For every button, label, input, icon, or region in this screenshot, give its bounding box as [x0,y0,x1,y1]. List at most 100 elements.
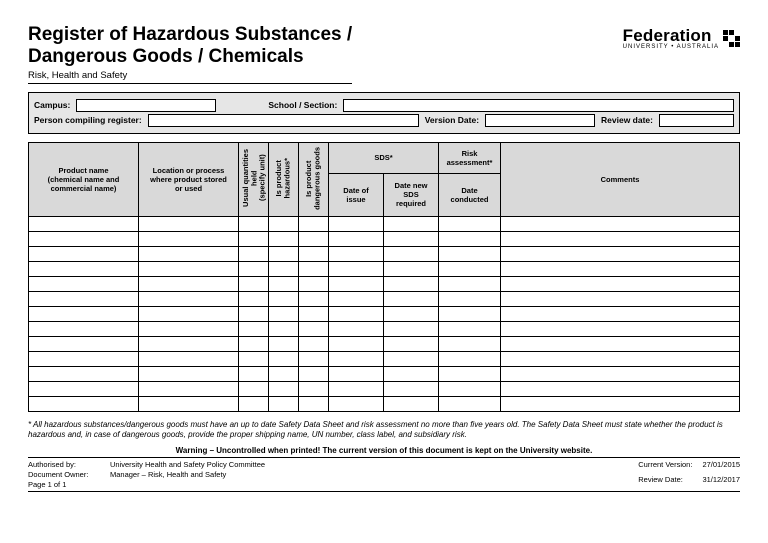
table-cell[interactable] [29,381,139,396]
table-cell[interactable] [439,291,501,306]
table-cell[interactable] [29,276,139,291]
table-cell[interactable] [439,381,501,396]
table-cell[interactable] [299,336,329,351]
table-cell[interactable] [29,366,139,381]
person-input[interactable] [148,114,419,127]
table-cell[interactable] [239,231,269,246]
table-cell[interactable] [384,246,439,261]
table-cell[interactable] [299,261,329,276]
table-cell[interactable] [29,261,139,276]
table-cell[interactable] [384,306,439,321]
table-cell[interactable] [29,396,139,411]
table-cell[interactable] [139,216,239,231]
table-cell[interactable] [239,306,269,321]
table-cell[interactable] [329,396,384,411]
review-input[interactable] [659,114,734,127]
table-cell[interactable] [239,381,269,396]
table-cell[interactable] [384,336,439,351]
table-cell[interactable] [29,321,139,336]
table-cell[interactable] [299,291,329,306]
table-cell[interactable] [29,351,139,366]
table-cell[interactable] [384,381,439,396]
table-cell[interactable] [139,306,239,321]
table-cell[interactable] [501,381,740,396]
table-cell[interactable] [439,261,501,276]
table-cell[interactable] [329,216,384,231]
table-cell[interactable] [139,231,239,246]
campus-input[interactable] [76,99,216,112]
table-cell[interactable] [384,366,439,381]
table-cell[interactable] [501,246,740,261]
table-cell[interactable] [501,276,740,291]
table-cell[interactable] [501,351,740,366]
table-cell[interactable] [239,291,269,306]
table-cell[interactable] [239,366,269,381]
table-cell[interactable] [439,216,501,231]
table-cell[interactable] [269,231,299,246]
table-cell[interactable] [329,321,384,336]
table-cell[interactable] [439,366,501,381]
table-cell[interactable] [384,351,439,366]
table-cell[interactable] [329,231,384,246]
table-cell[interactable] [501,336,740,351]
table-cell[interactable] [439,276,501,291]
table-cell[interactable] [384,261,439,276]
table-cell[interactable] [269,216,299,231]
table-cell[interactable] [269,306,299,321]
table-cell[interactable] [239,396,269,411]
table-cell[interactable] [329,291,384,306]
table-cell[interactable] [329,381,384,396]
table-cell[interactable] [439,336,501,351]
table-cell[interactable] [299,321,329,336]
table-cell[interactable] [239,261,269,276]
table-cell[interactable] [501,396,740,411]
table-cell[interactable] [239,276,269,291]
table-cell[interactable] [501,216,740,231]
table-cell[interactable] [239,216,269,231]
table-cell[interactable] [269,336,299,351]
table-cell[interactable] [269,291,299,306]
table-cell[interactable] [269,246,299,261]
table-cell[interactable] [269,351,299,366]
table-cell[interactable] [29,336,139,351]
table-cell[interactable] [269,396,299,411]
table-cell[interactable] [239,351,269,366]
table-cell[interactable] [299,381,329,396]
table-cell[interactable] [29,216,139,231]
table-cell[interactable] [139,246,239,261]
school-input[interactable] [343,99,734,112]
table-cell[interactable] [501,306,740,321]
table-cell[interactable] [269,366,299,381]
table-cell[interactable] [29,231,139,246]
table-cell[interactable] [29,246,139,261]
table-cell[interactable] [139,336,239,351]
table-cell[interactable] [299,231,329,246]
table-cell[interactable] [139,291,239,306]
table-cell[interactable] [501,366,740,381]
table-cell[interactable] [439,396,501,411]
table-cell[interactable] [299,366,329,381]
table-cell[interactable] [501,231,740,246]
table-cell[interactable] [139,261,239,276]
table-cell[interactable] [29,306,139,321]
table-cell[interactable] [269,261,299,276]
table-cell[interactable] [329,306,384,321]
table-cell[interactable] [269,321,299,336]
table-cell[interactable] [439,246,501,261]
table-cell[interactable] [139,366,239,381]
table-cell[interactable] [384,216,439,231]
table-cell[interactable] [329,246,384,261]
table-cell[interactable] [299,246,329,261]
table-cell[interactable] [269,381,299,396]
table-cell[interactable] [329,261,384,276]
table-cell[interactable] [139,321,239,336]
table-cell[interactable] [299,216,329,231]
table-cell[interactable] [139,276,239,291]
table-cell[interactable] [384,396,439,411]
table-cell[interactable] [329,351,384,366]
table-cell[interactable] [239,246,269,261]
table-cell[interactable] [239,321,269,336]
version-input[interactable] [485,114,595,127]
table-cell[interactable] [139,351,239,366]
table-cell[interactable] [329,336,384,351]
